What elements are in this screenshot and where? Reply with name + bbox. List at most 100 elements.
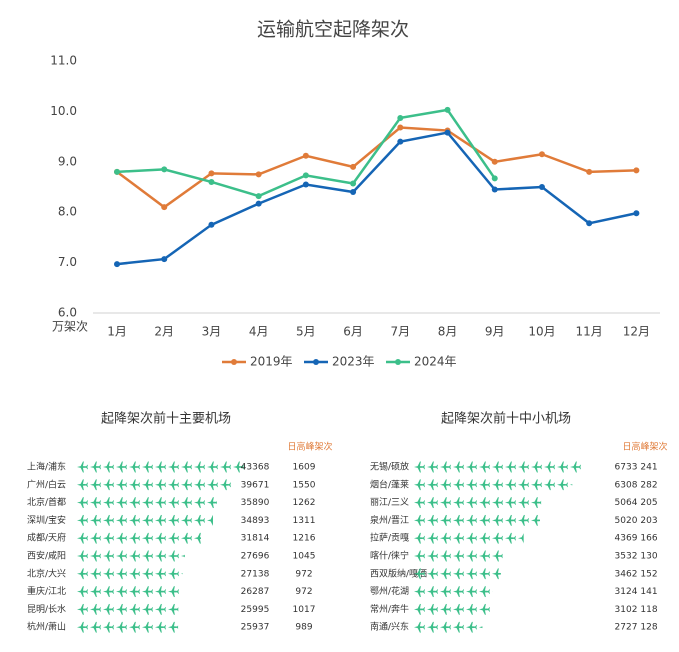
- row-peak: 1262: [293, 498, 316, 508]
- plane-icon: [181, 604, 192, 615]
- plane-icon: [168, 514, 179, 526]
- plane-icon: [220, 604, 231, 615]
- y-tick-label: 11.0: [50, 54, 77, 68]
- plane-icon: [142, 461, 153, 473]
- plane-icon: [168, 497, 179, 509]
- plane-icon: [414, 461, 425, 473]
- plane-icon: [557, 586, 568, 597]
- plane-icon: [77, 568, 88, 580]
- pictogram-bar: [414, 550, 581, 562]
- plane-icon: [207, 568, 218, 579]
- row-label: 拉萨/贡嘎: [370, 532, 409, 544]
- plane-icon: [479, 586, 490, 598]
- row-label: 重庆/江北: [27, 585, 66, 597]
- plane-icon: [207, 586, 218, 597]
- plane-icon: [155, 621, 166, 633]
- plane-icon: [220, 461, 231, 473]
- plane-icon: [77, 461, 88, 473]
- plane-icon: [544, 568, 555, 579]
- plane-icon: [570, 551, 581, 562]
- plane-icon: [557, 551, 568, 562]
- plane-icon: [453, 568, 464, 580]
- column-header: 日高峰架次: [287, 441, 332, 453]
- plane-icon: [90, 479, 101, 491]
- plane-icon: [518, 551, 529, 562]
- row-value: 3102: [615, 605, 638, 615]
- y-tick-label: 7.0: [58, 255, 77, 269]
- plane-icon: [557, 461, 568, 473]
- legend-label: 2019年: [250, 355, 293, 369]
- plane-icon: [77, 497, 88, 509]
- plane-icon: [518, 461, 529, 473]
- pictogram-bar: [77, 479, 231, 491]
- point: [538, 184, 545, 190]
- plane-icon: [427, 532, 438, 544]
- plane-icon: [570, 479, 573, 491]
- row-peak: 130: [640, 552, 657, 562]
- plane-icon: [518, 514, 529, 526]
- plane-icon: [90, 461, 101, 473]
- plane-icon: [207, 604, 218, 615]
- point: [586, 220, 593, 227]
- plane-icon: [103, 479, 114, 491]
- plane-icon: [414, 532, 425, 544]
- plane-icon: [142, 621, 153, 633]
- row-label: 成都/天府: [27, 532, 66, 544]
- plane-icon: [207, 514, 213, 526]
- plane-icon: [414, 603, 425, 615]
- plane-icon: [544, 497, 555, 508]
- point: [302, 172, 309, 179]
- chart-title: 运输航空起降架次: [257, 19, 409, 41]
- row-value: 3124: [615, 587, 638, 597]
- row-label: 北京/大兴: [27, 567, 66, 579]
- row-value: 43368: [241, 463, 270, 473]
- point: [444, 129, 451, 136]
- plane-icon: [492, 514, 503, 526]
- row-peak: 1216: [293, 534, 316, 544]
- row-value: 27138: [241, 569, 270, 579]
- plane-icon: [77, 603, 88, 615]
- plane-icon: [129, 514, 140, 526]
- plane-icon: [220, 497, 231, 508]
- point: [491, 175, 498, 182]
- plane-icon: [414, 621, 425, 633]
- legend-label: 2023年: [332, 355, 375, 369]
- plane-icon: [492, 550, 503, 562]
- plane-icon: [440, 497, 451, 509]
- plane-icon: [129, 586, 140, 598]
- plane-icon: [531, 604, 542, 615]
- row-value: 31814: [241, 534, 270, 544]
- plane-icon: [194, 586, 205, 597]
- plane-icon: [194, 461, 205, 473]
- row-peak: 1045: [293, 552, 316, 562]
- plane-icon: [466, 568, 477, 580]
- plane-icon: [440, 621, 451, 633]
- plane-icon: [492, 586, 493, 598]
- plane-icon: [427, 479, 438, 491]
- row-value: 6733: [615, 463, 638, 473]
- plane-icon: [466, 497, 477, 509]
- plane-icon: [440, 514, 451, 526]
- plane-icon: [570, 515, 581, 526]
- plane-icon: [466, 586, 477, 598]
- plane-icon: [194, 532, 201, 544]
- plane-icon: [570, 568, 581, 579]
- row-value: 5064: [615, 498, 638, 508]
- plane-icon: [440, 550, 451, 562]
- plane-icon: [168, 550, 179, 562]
- plane-icon: [570, 586, 581, 597]
- row-label: 杭州/萧山: [27, 621, 66, 633]
- plane-icon: [142, 479, 153, 491]
- plane-icon: [116, 532, 127, 544]
- row-label: 深圳/宝安: [27, 514, 66, 526]
- plane-icon: [492, 622, 503, 633]
- plane-icon: [194, 497, 205, 509]
- pictogram-bar: [414, 586, 581, 598]
- plane-icon: [142, 532, 153, 544]
- legend-marker: [395, 359, 401, 365]
- plane-icon: [414, 479, 425, 491]
- plane-icon: [168, 461, 179, 473]
- plane-icon: [466, 621, 477, 633]
- point: [397, 138, 404, 145]
- plane-icon: [570, 604, 581, 615]
